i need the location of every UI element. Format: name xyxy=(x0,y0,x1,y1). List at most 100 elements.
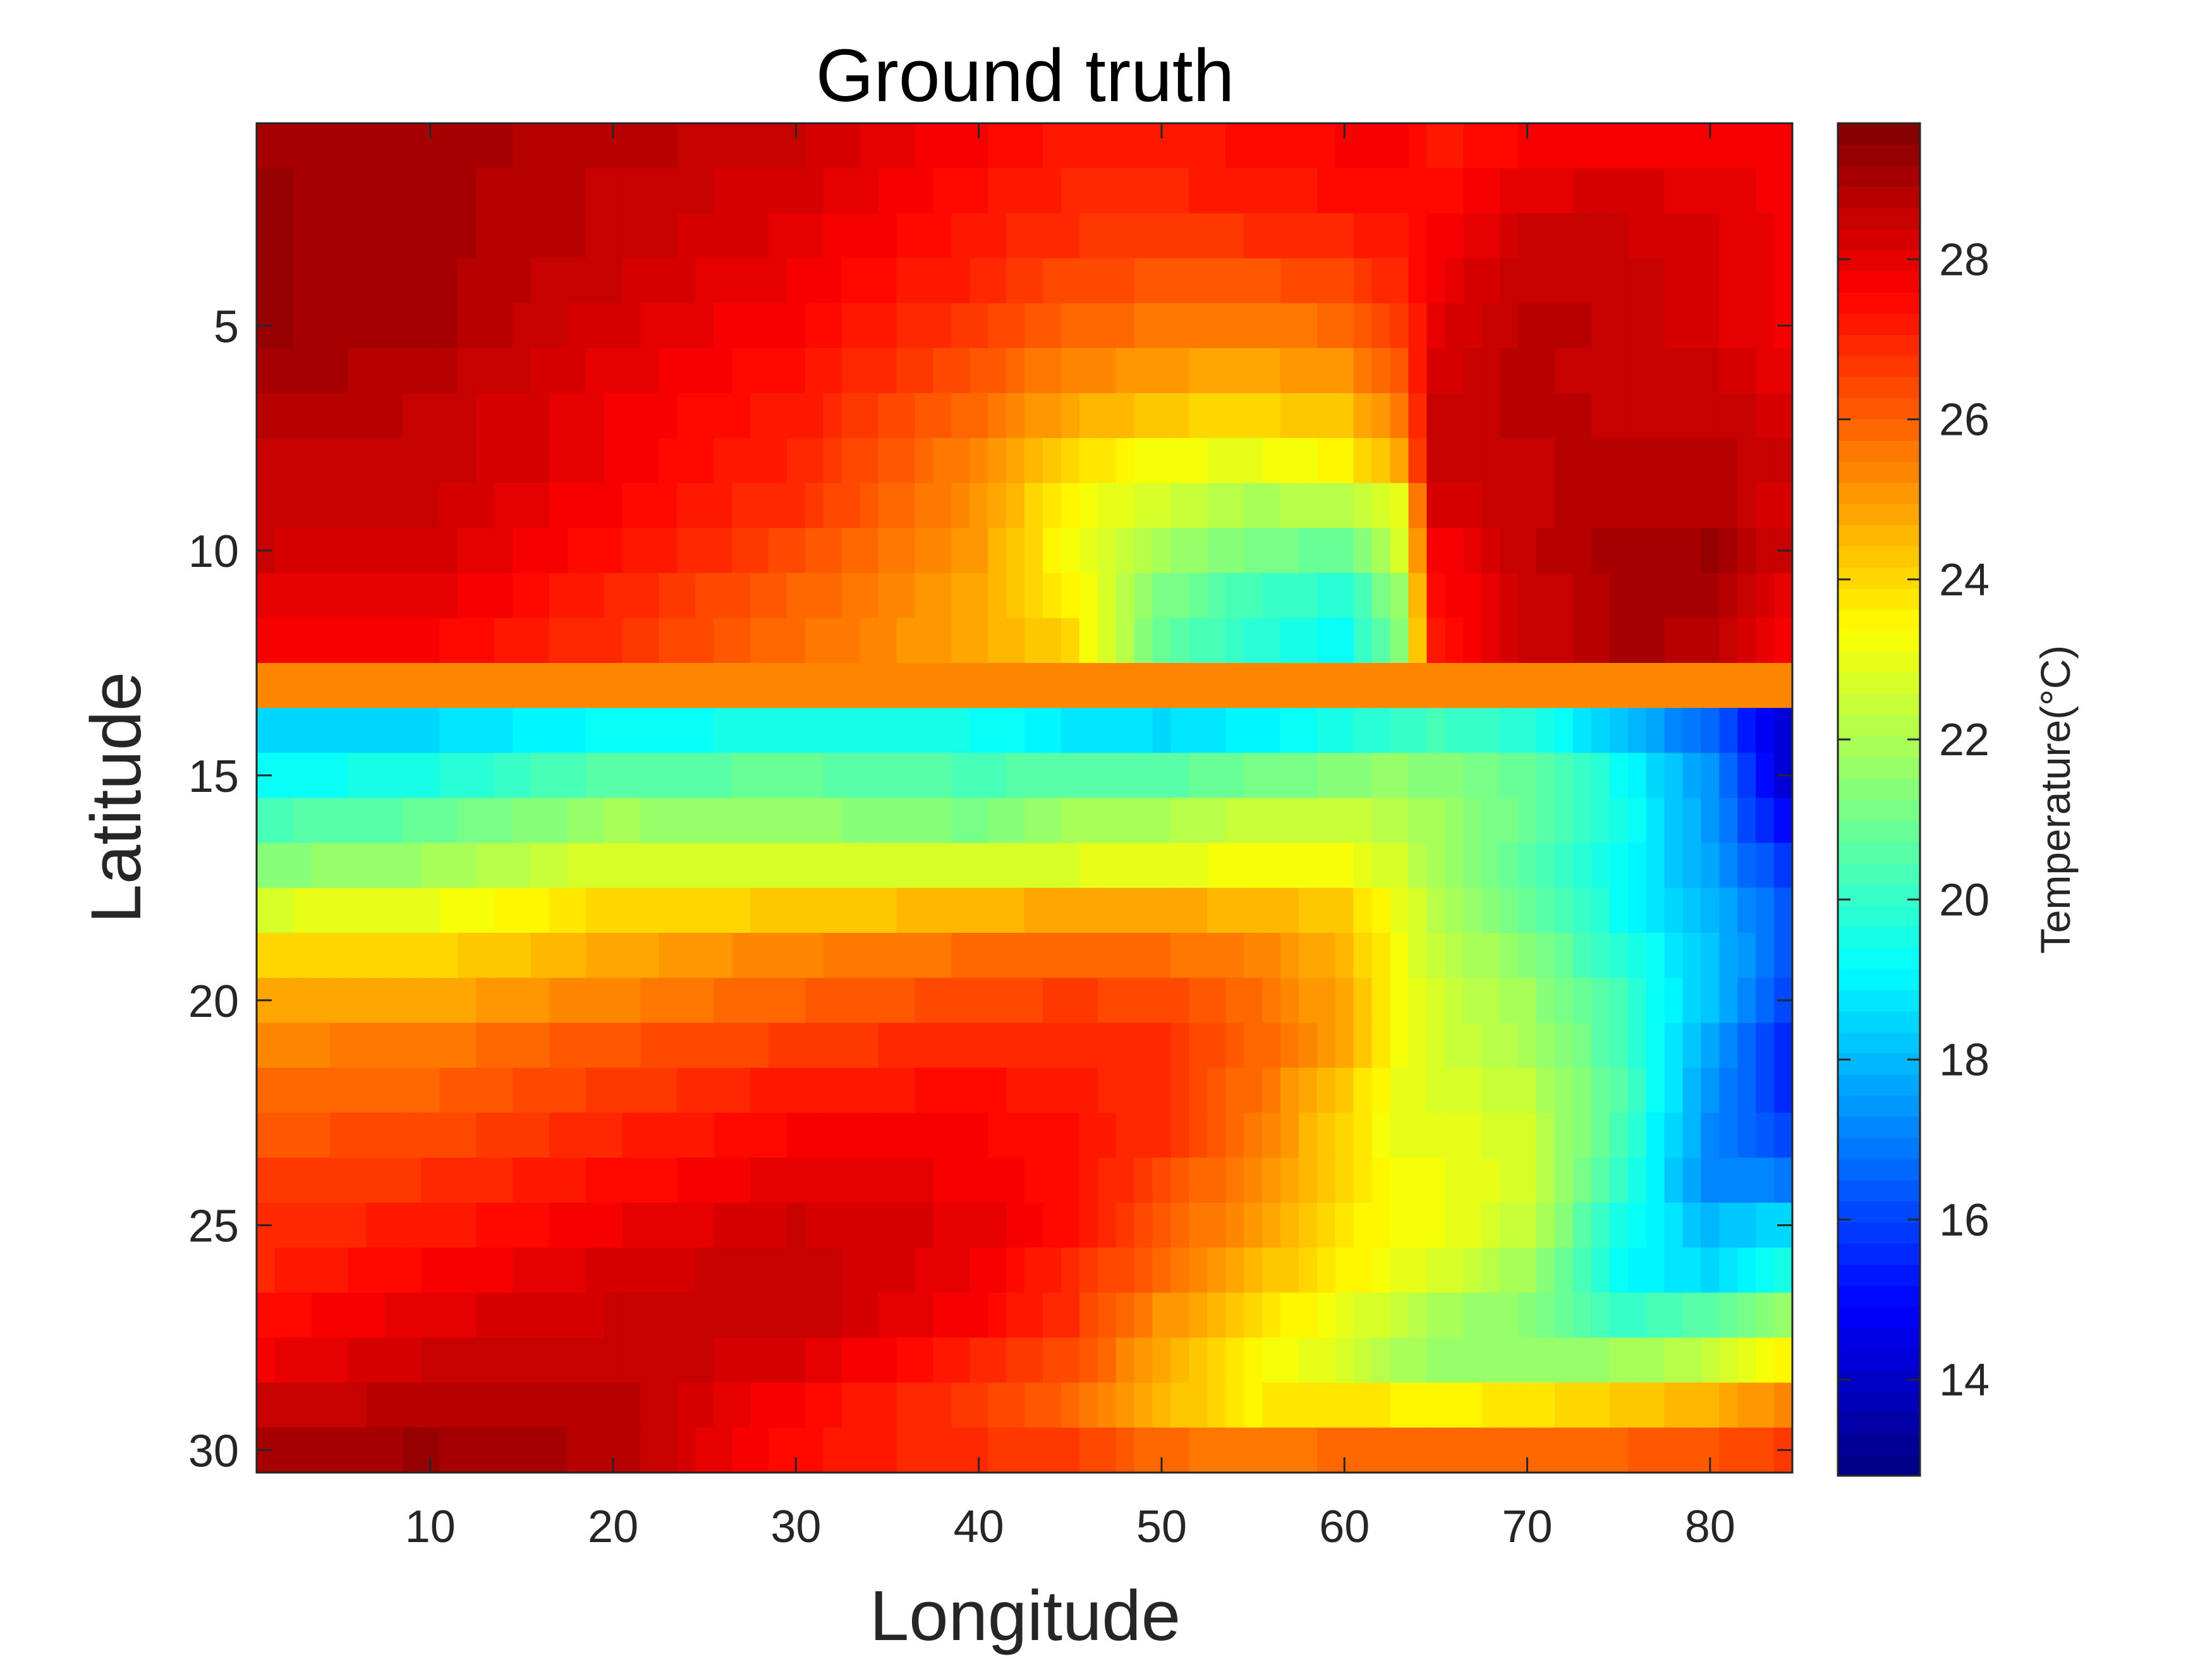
heatmap-cell xyxy=(1244,1337,1263,1383)
heatmap-cell xyxy=(329,438,349,483)
heatmap-cell xyxy=(1500,708,1519,753)
heatmap-cell xyxy=(805,123,824,169)
heatmap-cell xyxy=(1298,842,1318,889)
heatmap-cell xyxy=(494,1112,513,1158)
heatmap-cell xyxy=(1774,393,1793,439)
heatmap-cell xyxy=(1079,573,1098,619)
heatmap-cell xyxy=(1006,1248,1025,1293)
heatmap-cell xyxy=(1774,663,1793,708)
heatmap-cell xyxy=(915,978,933,1023)
heatmap-cell xyxy=(1445,303,1464,349)
heatmap-cell xyxy=(1408,798,1428,844)
heatmap-cell xyxy=(1774,123,1793,169)
heatmap-cell xyxy=(604,887,623,933)
heatmap-cell xyxy=(458,1427,477,1473)
heatmap-cell xyxy=(513,617,532,664)
heatmap-cell xyxy=(732,438,751,483)
heatmap-cell xyxy=(695,1337,714,1383)
heatmap-cell xyxy=(257,573,276,619)
heatmap-cell xyxy=(823,213,842,259)
heatmap-cell xyxy=(1536,1067,1555,1114)
heatmap-cell xyxy=(1152,887,1172,933)
heatmap-cell xyxy=(1371,1067,1391,1114)
heatmap-cell xyxy=(860,123,879,169)
heatmap-cell xyxy=(988,887,1007,933)
heatmap-cell xyxy=(714,1067,732,1114)
heatmap-cell xyxy=(714,617,732,664)
heatmap-cell xyxy=(1371,1292,1391,1339)
heatmap-cell xyxy=(293,1023,312,1069)
heatmap-cell xyxy=(1481,213,1500,259)
heatmap-cell xyxy=(1664,393,1684,439)
heatmap-cell xyxy=(439,213,458,259)
heatmap-cell xyxy=(1207,1382,1226,1428)
heatmap-cell xyxy=(1408,978,1428,1023)
heatmap-cell xyxy=(1097,798,1117,844)
heatmap-cell xyxy=(513,1023,532,1069)
heatmap-cell xyxy=(915,1023,933,1069)
heatmap-cell xyxy=(1353,978,1373,1023)
heatmap-cell xyxy=(988,573,1007,619)
heatmap-cell xyxy=(1316,348,1336,394)
heatmap-cell xyxy=(513,528,532,574)
heatmap-cell xyxy=(1774,1157,1793,1203)
heatmap-cell xyxy=(1536,978,1555,1023)
colorbar-band xyxy=(1838,757,1920,779)
heatmap-cell xyxy=(1737,1427,1756,1473)
heatmap-cell xyxy=(1572,258,1592,304)
heatmap-cell xyxy=(896,1112,916,1158)
heatmap-cell xyxy=(1115,438,1135,483)
heatmap-cell xyxy=(567,1157,586,1203)
heatmap-cell xyxy=(1445,438,1464,483)
heatmap-cell xyxy=(567,123,586,169)
heatmap-cell xyxy=(311,393,331,439)
heatmap-cell xyxy=(860,1067,879,1114)
heatmap-cell xyxy=(311,1112,331,1158)
heatmap-cell xyxy=(1225,708,1244,753)
heatmap-cell xyxy=(823,933,842,978)
heatmap-cell xyxy=(513,258,532,304)
heatmap-cell xyxy=(1115,1337,1135,1383)
heatmap-cell xyxy=(329,1157,349,1203)
heatmap-cell xyxy=(1445,1248,1464,1293)
heatmap-cell xyxy=(1280,1382,1299,1428)
heatmap-cell xyxy=(458,798,477,844)
heatmap-cell xyxy=(1134,887,1153,933)
heatmap-cell xyxy=(329,1023,349,1069)
heatmap-cell xyxy=(1572,708,1592,753)
heatmap-cell xyxy=(1244,617,1263,664)
heatmap-cell xyxy=(1554,753,1574,799)
heatmap-cell xyxy=(311,887,331,933)
heatmap-cell xyxy=(1280,483,1299,529)
heatmap-cell xyxy=(1006,887,1025,933)
heatmap-cell xyxy=(1298,348,1318,394)
heatmap-cell xyxy=(421,168,440,214)
heatmap-cell xyxy=(1664,123,1684,169)
heatmap-cell xyxy=(1316,842,1336,889)
heatmap-cell xyxy=(567,1067,586,1114)
heatmap-cell xyxy=(841,1203,861,1248)
heatmap-cell xyxy=(1500,123,1519,169)
heatmap-cell xyxy=(1536,1157,1555,1203)
heatmap-cell xyxy=(1390,663,1409,708)
heatmap-cell xyxy=(1701,753,1720,799)
heatmap-cell xyxy=(1298,168,1318,214)
heatmap-cell xyxy=(604,978,623,1023)
heatmap-cell xyxy=(677,1023,696,1069)
heatmap-cell xyxy=(1042,663,1062,708)
heatmap-cell xyxy=(585,1157,605,1203)
colorbar-band xyxy=(1838,1370,1920,1392)
heatmap-cell xyxy=(640,348,660,394)
heatmap-cell xyxy=(1335,168,1354,214)
heatmap-cell xyxy=(750,1427,769,1473)
heatmap-cell xyxy=(860,438,879,483)
heatmap-cell xyxy=(1262,483,1281,529)
heatmap-cell xyxy=(1298,1292,1318,1339)
heatmap-cell xyxy=(476,887,495,933)
heatmap-cell xyxy=(1353,528,1373,574)
heatmap-cell xyxy=(1115,663,1135,708)
heatmap-cell xyxy=(1737,1248,1756,1293)
heatmap-cell xyxy=(860,1023,879,1069)
heatmap-cell xyxy=(677,887,696,933)
heatmap-cell xyxy=(530,1112,550,1158)
